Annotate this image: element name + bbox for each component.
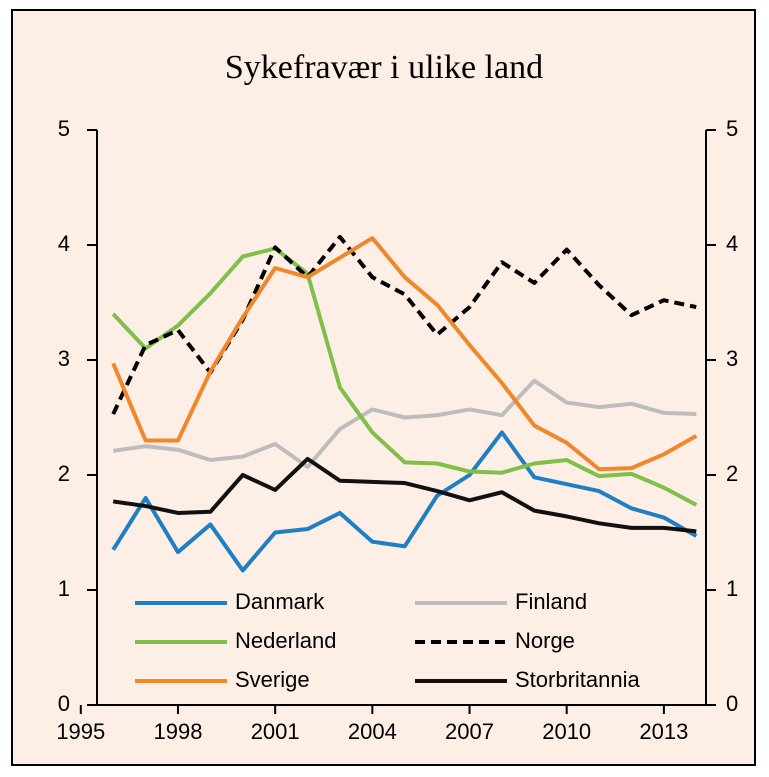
x-tick-label: 1995: [56, 719, 105, 744]
y2-tick-label: 2: [726, 461, 738, 486]
x-tick-label: 1998: [154, 719, 203, 744]
series-line: [112, 378, 697, 469]
legend-label: Finland: [515, 589, 587, 614]
x-tick-label: 2007: [445, 719, 494, 744]
legend-label: Danmark: [235, 589, 325, 614]
y-tick-label: 0: [58, 691, 70, 716]
y-tick-label: 1: [58, 576, 70, 601]
y2-tick-label: 3: [726, 346, 738, 371]
chart-frame: [11, 9, 756, 766]
legend-label: Sverige: [235, 667, 310, 692]
y2-tick-label: 1: [726, 576, 738, 601]
series-line: [111, 430, 698, 573]
series-line: [111, 236, 698, 472]
x-tick-label: 2013: [639, 719, 688, 744]
legend-label: Norge: [515, 628, 575, 653]
x-tick-label: 2001: [251, 719, 300, 744]
series-line: [111, 246, 698, 507]
y2-tick-label: 5: [726, 116, 738, 141]
y2-tick-label: 4: [726, 231, 738, 256]
legend-label: Nederland: [235, 628, 337, 653]
series-line: [112, 456, 697, 534]
y-tick-label: 5: [58, 116, 70, 141]
chart-title: Sykefravær i ulike land: [225, 49, 543, 86]
y-tick-label: 2: [58, 461, 70, 486]
y-tick-label: 3: [58, 346, 70, 371]
y-tick-label: 4: [58, 231, 70, 256]
y2-tick-label: 0: [726, 691, 738, 716]
x-tick-label: 2010: [542, 719, 591, 744]
x-tick-label: 2004: [348, 719, 397, 744]
legend-label: Storbritannia: [515, 667, 641, 692]
